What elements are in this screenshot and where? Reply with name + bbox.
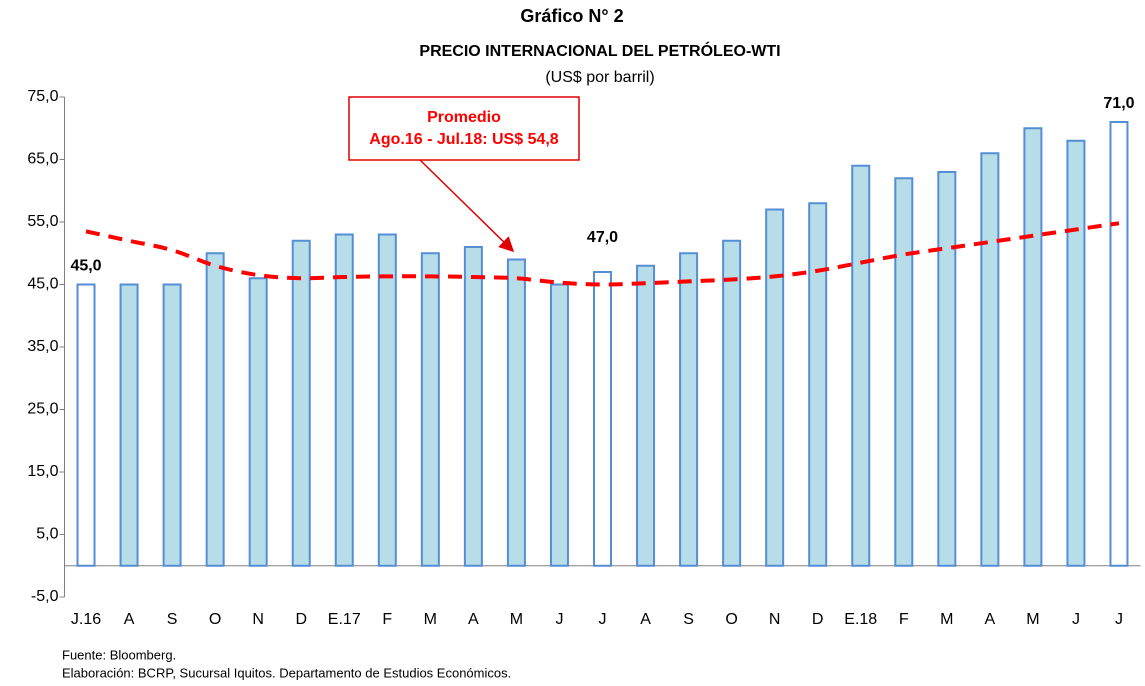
x-tick-label: E.17 [328,611,361,628]
bar [291,239,311,567]
annotation-text: Ago.16 - Jul.18: US$ 54,8 [369,131,559,148]
bar [162,283,182,567]
annotation-arrow [419,159,515,253]
x-tick-label: E.18 [844,611,877,628]
y-tick-label: 65,0 [27,151,58,168]
bar [248,277,268,567]
bar [377,233,397,567]
x-tick-label: S [167,611,178,628]
x-tick-label: M [424,611,437,628]
x-tick-label: F [382,611,392,628]
annotation-box [348,96,580,161]
x-tick-label: J [1115,611,1123,628]
bar [937,171,957,567]
bar [549,283,569,567]
bar [463,246,483,567]
data-label: 71,0 [1103,95,1134,112]
x-tick-label: D [812,611,824,628]
x-tick-label: M [1026,611,1039,628]
source-note: Elaboración: BCRP, Sucursal Iquitos. Dep… [62,665,511,680]
x-tick-label: J.16 [71,611,101,628]
x-tick-label: N [769,611,781,628]
y-tick-label: -5,0 [31,588,59,605]
bar [722,239,742,567]
x-tick-label: A [985,611,996,628]
y-tick-label: 75,0 [27,88,58,105]
x-tick-label: S [683,611,694,628]
y-tick-label: 15,0 [27,463,58,480]
bar [593,271,612,567]
x-tick-label: F [899,611,909,628]
bar [765,208,785,567]
bar [119,283,139,567]
bar [1109,121,1129,567]
annotation-text: Promedio [427,109,501,126]
data-label: 45,0 [70,258,101,275]
x-tick-label: J [555,611,563,628]
bar [980,152,1000,567]
x-tick-label: A [640,611,651,628]
source-note: Fuente: Bloomberg. [62,647,176,662]
bar [420,252,440,567]
x-tick-label: A [124,611,135,628]
bar [205,252,225,567]
y-tick-label: 55,0 [27,213,58,230]
bar [1066,139,1086,567]
y-tick-label: 5,0 [36,526,58,543]
x-tick-label: M [940,611,953,628]
bar [851,164,871,567]
x-tick-label: O [209,611,221,628]
chart-title: Gráfico N° 2 [520,6,623,26]
bar [1023,127,1043,567]
bar [636,264,656,567]
y-tick-label: 45,0 [27,276,58,293]
x-tick-label: O [725,611,737,628]
bar [76,283,96,567]
x-tick-label: J [599,611,607,628]
y-tick-label: 35,0 [27,338,58,355]
bar [808,202,828,567]
chart-subtitle: PRECIO INTERNACIONAL DEL PETRÓLEO-WTI [419,41,780,60]
bar [506,258,526,567]
bar [679,252,699,567]
x-tick-label: M [510,611,523,628]
y-tick-label: 25,0 [27,401,58,418]
unit-label: (US$ por barril) [545,69,654,86]
data-label: 47,0 [587,229,618,246]
x-tick-label: D [295,611,307,628]
bar [334,233,354,567]
bar [894,177,914,567]
x-tick-label: A [468,611,479,628]
x-tick-label: J [1072,611,1080,628]
x-tick-label: N [252,611,264,628]
